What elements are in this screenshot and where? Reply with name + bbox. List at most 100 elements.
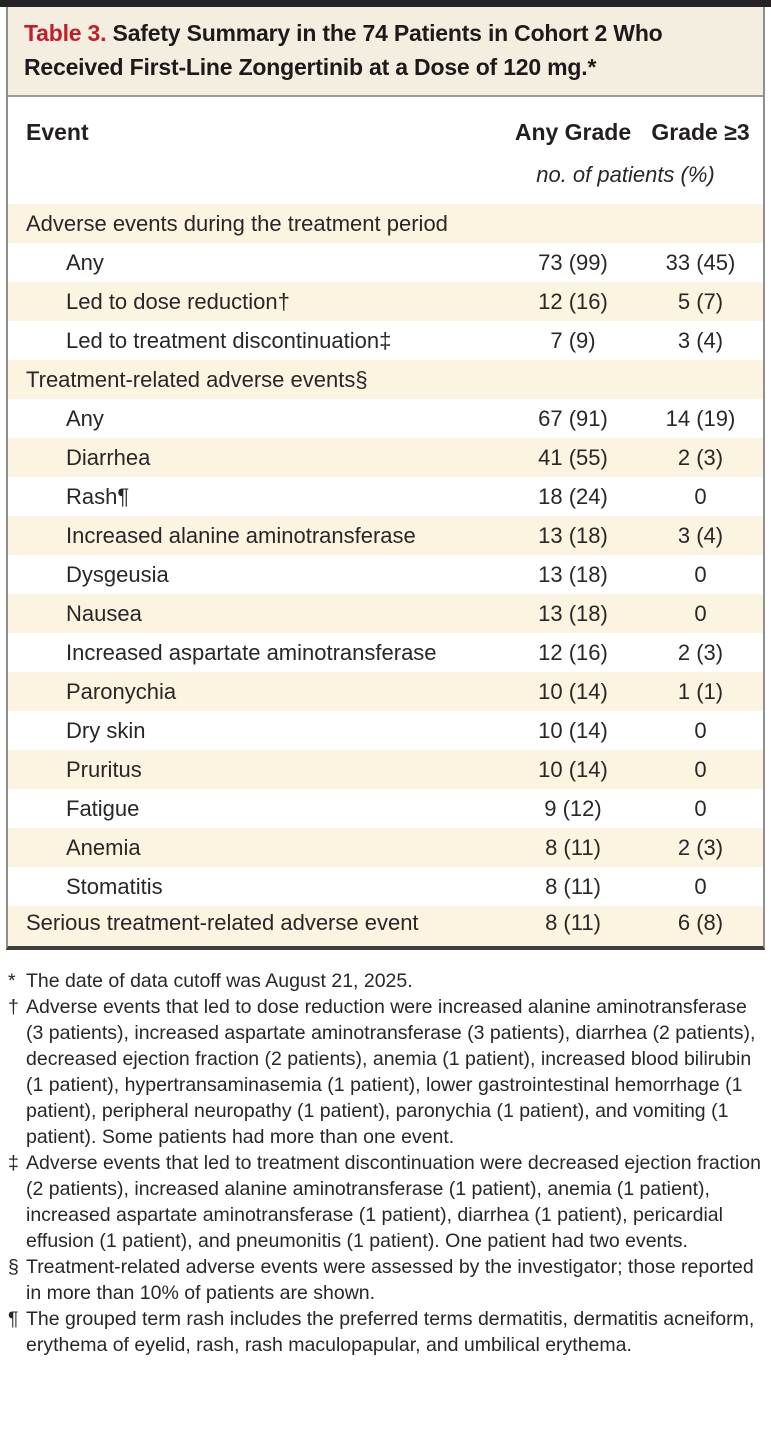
row-event-label: Increased alanine aminotransferase xyxy=(66,522,416,548)
row-any-grade-value: 10 (14) xyxy=(538,717,608,743)
row-grade-ge-3-value: 2 (3) xyxy=(677,834,724,860)
row-grade-ge-3-value: 0 xyxy=(694,873,707,899)
table-row: Treatment-related adverse events§ xyxy=(8,360,763,400)
row-grade-ge-3-value: 0 xyxy=(694,756,707,782)
table-row: Stomatitis 8 (11) 0 xyxy=(8,867,763,906)
footnote: § Treatment-related adverse events were … xyxy=(6,1254,765,1306)
table-row: Increased alanine aminotransferase 13 (1… xyxy=(8,516,763,556)
row-event-label: Any xyxy=(66,249,104,275)
table-row: Nausea 13 (18) 0 xyxy=(8,594,763,634)
row-event-label: Rash¶ xyxy=(66,483,130,509)
row-event-label: Pruritus xyxy=(66,756,142,782)
row-event-label: Led to treatment discontinuation‡ xyxy=(66,327,392,353)
table-row: Serious treatment-related adverse event … xyxy=(8,906,763,947)
footnote-text: Treatment-related adverse events were as… xyxy=(26,1256,754,1305)
table-row: Paronychia 10 (14) 1 (1) xyxy=(8,672,763,712)
footnote-marker: † xyxy=(8,996,19,1019)
units-note: no. of patients (%) xyxy=(536,162,715,188)
row-grade-ge-3-value: 0 xyxy=(694,795,707,821)
table-body: Adverse events during the treatment peri… xyxy=(8,204,763,947)
footnote-text: Adverse events that led to dose reductio… xyxy=(26,996,756,1149)
table-top-rule xyxy=(0,0,771,7)
row-grade-ge-3-value: 0 xyxy=(694,600,707,626)
table-row: Rash¶ 18 (24) 0 xyxy=(8,477,763,516)
table-row: Increased aspartate aminotransferase 12 … xyxy=(8,633,763,672)
column-header-event: Event xyxy=(26,119,89,146)
row-grade-ge-3-value: 2 (3) xyxy=(677,639,724,665)
table-row: Led to dose reduction† 12 (16) 5 (7) xyxy=(8,282,763,322)
row-event-label: Fatigue xyxy=(66,795,140,821)
footnote-marker: ¶ xyxy=(8,1308,19,1331)
row-any-grade-value: 12 (16) xyxy=(538,288,608,314)
table-number-label: Table 3. xyxy=(24,20,107,46)
row-any-grade-value: 73 (99) xyxy=(538,249,608,275)
table-header-row: Event Any Grade Grade ≥3 xyxy=(8,97,763,146)
row-event-label: Treatment-related adverse events§ xyxy=(26,366,368,392)
row-event-label: Serious treatment-related adverse event xyxy=(26,910,419,936)
row-event-label: Led to dose reduction† xyxy=(66,288,290,314)
row-any-grade-value: 41 (55) xyxy=(538,444,608,470)
row-grade-ge-3-value: 5 (7) xyxy=(677,288,724,314)
footnote-text: The grouped term rash includes the prefe… xyxy=(26,1308,755,1357)
table-row: Dry skin 10 (14) 0 xyxy=(8,711,763,750)
footnote: ¶ The grouped term rash includes the pre… xyxy=(6,1306,765,1358)
footnote-marker: * xyxy=(8,970,16,993)
table-row: Any 73 (99) 33 (45) xyxy=(8,243,763,282)
row-grade-ge-3-value: 3 (4) xyxy=(677,327,724,353)
column-header-any-grade: Any Grade xyxy=(514,119,632,146)
row-grade-ge-3-value: 2 (3) xyxy=(677,444,724,470)
row-grade-ge-3-value: 0 xyxy=(694,483,707,509)
row-event-label: Increased aspartate aminotransferase xyxy=(66,639,437,665)
table-row: Diarrhea 41 (55) 2 (3) xyxy=(8,438,763,478)
units-row: no. of patients (%) xyxy=(8,162,763,204)
row-any-grade-value: 13 (18) xyxy=(538,561,608,587)
table-row: Pruritus 10 (14) 0 xyxy=(8,750,763,790)
row-grade-ge-3-value: 0 xyxy=(694,717,707,743)
row-event-label: Dry skin xyxy=(66,717,146,743)
row-any-grade-value: 8 (11) xyxy=(545,834,601,860)
table-footnotes: * The date of data cutoff was August 21,… xyxy=(6,968,765,1372)
row-any-grade-value: 67 (91) xyxy=(538,405,608,431)
row-any-grade-value: 18 (24) xyxy=(538,483,608,509)
row-any-grade-value: 8 (11) xyxy=(545,910,601,936)
row-event-label: Diarrhea xyxy=(66,444,151,470)
table-row: Fatigue 9 (12) 0 xyxy=(8,789,763,828)
table-row: Anemia 8 (11) 2 (3) xyxy=(8,828,763,868)
footnote-text: The date of data cutoff was August 21, 2… xyxy=(26,970,413,993)
row-any-grade-value: 10 (14) xyxy=(538,678,608,704)
row-event-label: Adverse events during the treatment peri… xyxy=(26,210,448,236)
row-grade-ge-3-value: 33 (45) xyxy=(665,249,736,275)
row-any-grade-value: 7 (9) xyxy=(550,327,596,353)
row-grade-ge-3-value: 0 xyxy=(694,561,707,587)
row-any-grade-value: 9 (12) xyxy=(544,795,602,821)
row-any-grade-value: 13 (18) xyxy=(538,600,608,626)
table-row: Dysgeusia 13 (18) 0 xyxy=(8,555,763,594)
footnote-marker: § xyxy=(8,1256,19,1279)
row-grade-ge-3-value: 14 (19) xyxy=(665,405,736,431)
row-event-label: Dysgeusia xyxy=(66,561,169,587)
safety-summary-table: Table 3. Safety Summary in the 74 Patien… xyxy=(6,7,765,951)
column-header-grade-ge-3: Grade ≥3 xyxy=(651,119,750,146)
footnote-marker: ‡ xyxy=(8,1152,19,1175)
row-any-grade-value: 8 (11) xyxy=(545,873,601,899)
table-title-text: Safety Summary in the 74 Patients in Coh… xyxy=(24,20,663,81)
row-any-grade-value: 10 (14) xyxy=(538,756,608,782)
table-row: Led to treatment discontinuation‡ 7 (9) … xyxy=(8,321,763,360)
row-any-grade-value: 12 (16) xyxy=(538,639,608,665)
footnote: † Adverse events that led to dose reduct… xyxy=(6,994,765,1150)
footnote: * The date of data cutoff was August 21,… xyxy=(6,968,765,994)
footnote-text: Adverse events that led to treatment dis… xyxy=(26,1152,761,1253)
row-event-label: Paronychia xyxy=(66,678,177,704)
footnote: ‡ Adverse events that led to treatment d… xyxy=(6,1150,765,1254)
row-event-label: Any xyxy=(66,405,104,431)
row-event-label: Anemia xyxy=(66,834,141,860)
row-grade-ge-3-value: 6 (8) xyxy=(677,910,724,936)
table-title: Table 3. Safety Summary in the 74 Patien… xyxy=(8,7,763,98)
row-grade-ge-3-value: 3 (4) xyxy=(677,522,724,548)
row-event-label: Stomatitis xyxy=(66,873,163,899)
table-row: Any 67 (91) 14 (19) xyxy=(8,399,763,438)
row-event-label: Nausea xyxy=(66,600,142,626)
row-grade-ge-3-value: 1 (1) xyxy=(677,678,724,704)
table-row: Adverse events during the treatment peri… xyxy=(8,204,763,244)
